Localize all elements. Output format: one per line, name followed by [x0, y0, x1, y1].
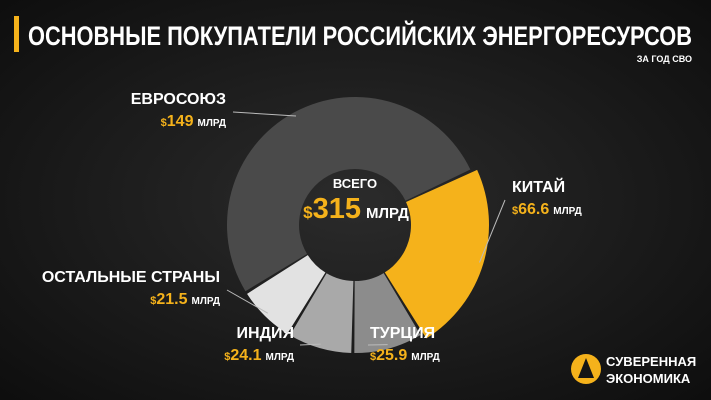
value-label: $25.9 МЛРД — [370, 347, 440, 364]
title-bar — [14, 16, 19, 52]
total-label: ВСЕГО — [333, 176, 377, 191]
unit: МЛРД — [191, 296, 220, 307]
currency: $ — [370, 351, 376, 363]
category-label: ИНДИЯ — [237, 325, 294, 342]
unit: МЛРД — [411, 352, 440, 363]
logo: СУВЕРЕННАЯ ЭКОНОМИКА — [571, 354, 696, 386]
donut-segment — [354, 273, 421, 353]
unit: МЛРД — [553, 206, 582, 217]
unit: МЛРД — [366, 205, 409, 222]
leader-line — [479, 199, 506, 263]
logo-text: СУВЕРЕННАЯ — [606, 354, 696, 369]
category-label: ОСТАЛЬНЫЕ СТРАНЫ — [42, 269, 220, 286]
chart-title: ОСНОВНЫЕ ПОКУПАТЕЛИ РОССИЙСКИХ ЭНЕРГОРЕС… — [28, 20, 692, 51]
value-label: $66.6 МЛРД — [512, 201, 582, 218]
value: 149 — [167, 113, 194, 130]
logo-icon-shape — [578, 358, 594, 378]
category-label: ЕВРОСОЮЗ — [131, 91, 226, 108]
currency: $ — [512, 205, 518, 217]
value-label: $21.5 МЛРД — [150, 291, 220, 308]
currency: $ — [150, 295, 156, 307]
chart-subtitle: ЗА ГОД СВО — [637, 54, 692, 64]
value-label: $24.1 МЛРД — [224, 347, 294, 364]
logo-text: ЭКОНОМИКА — [606, 371, 691, 386]
donut-chart: КИТАЙ $66.6 МЛРД ТУРЦИЯ $25.9 МЛРД ИНДИЯ $24.1 М… — [42, 91, 582, 364]
unit: МЛРД — [197, 118, 226, 129]
leader-line — [232, 111, 297, 117]
donut-segment — [289, 273, 354, 353]
total-value: $315 МЛРД — [303, 193, 409, 225]
currency: $ — [303, 203, 313, 222]
value: 66.6 — [518, 201, 549, 218]
leader-line — [299, 343, 321, 346]
value: 21.5 — [156, 291, 187, 308]
category-label: ТУРЦИЯ — [370, 325, 435, 342]
value-label: $149 МЛРД — [161, 113, 226, 130]
unit: МЛРД — [265, 352, 294, 363]
donut-segment — [226, 96, 471, 292]
total-number: 315 — [313, 193, 361, 225]
donut-segment — [384, 169, 490, 339]
currency: $ — [161, 117, 167, 129]
leader-line — [226, 289, 269, 314]
category-label: КИТАЙ — [512, 177, 565, 196]
currency: $ — [224, 351, 230, 363]
value: 24.1 — [230, 347, 261, 364]
donut-segment — [247, 255, 326, 334]
value: 25.9 — [376, 347, 407, 364]
